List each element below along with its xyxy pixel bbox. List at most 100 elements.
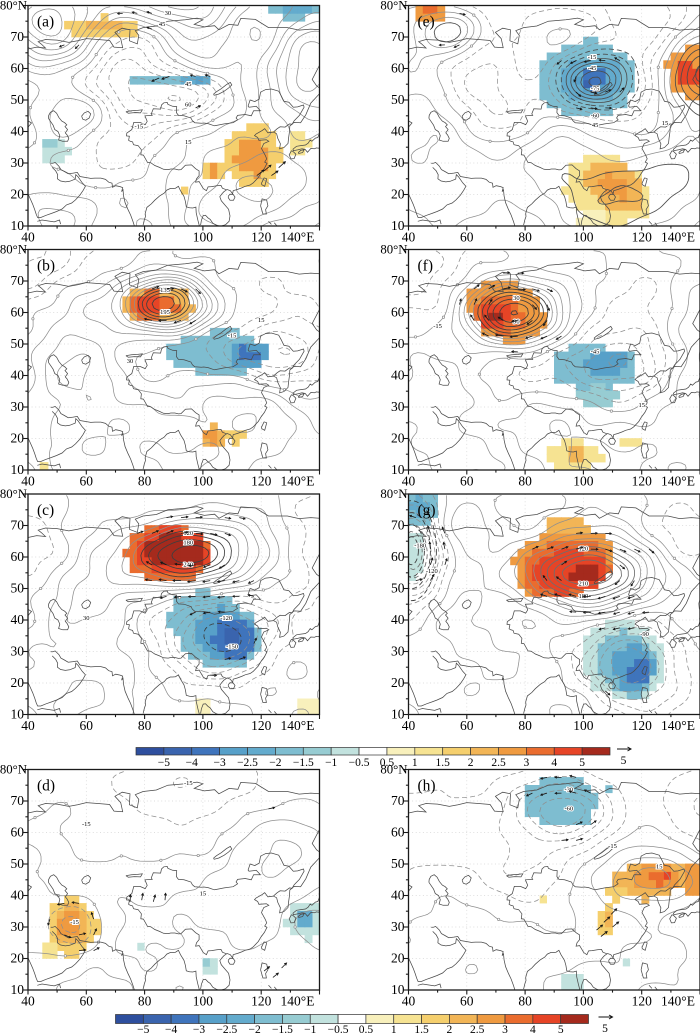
svg-text:−2: −2: [248, 1024, 260, 1034]
svg-text:−2: −2: [269, 757, 281, 769]
svg-text:4: 4: [551, 757, 557, 769]
svg-text:2.5: 2.5: [470, 1024, 485, 1034]
svg-text:(f): (f): [418, 258, 434, 275]
svg-text:-15: -15: [228, 333, 237, 340]
svg-text:120: 120: [183, 530, 193, 537]
svg-text:(e): (e): [418, 14, 435, 31]
svg-text:10: 10: [11, 707, 25, 722]
svg-text:60: 60: [11, 305, 25, 320]
svg-text:−4: −4: [186, 757, 198, 769]
svg-text:40: 40: [391, 888, 405, 903]
svg-text:−1.5: −1.5: [293, 757, 314, 769]
svg-text:40: 40: [391, 368, 405, 383]
svg-text:40: 40: [11, 124, 25, 139]
svg-text:60: 60: [391, 61, 405, 76]
svg-text:70: 70: [11, 273, 25, 288]
svg-text:30: 30: [11, 399, 25, 414]
svg-text:5: 5: [558, 1024, 564, 1034]
svg-text:50: 50: [11, 336, 25, 351]
svg-text:40: 40: [391, 612, 405, 627]
svg-text:45: 45: [159, 21, 166, 28]
svg-text:70: 70: [391, 518, 405, 533]
svg-text:60: 60: [391, 305, 405, 320]
svg-text:0.5: 0.5: [380, 757, 395, 769]
svg-text:80°N: 80°N: [0, 243, 27, 257]
svg-text:60: 60: [391, 825, 405, 840]
svg-text:2: 2: [468, 757, 474, 769]
svg-text:-15: -15: [588, 54, 597, 61]
svg-text:45: 45: [592, 122, 599, 129]
svg-text:-60: -60: [564, 806, 573, 813]
svg-text:135: 135: [160, 287, 170, 294]
svg-text:180: 180: [183, 539, 193, 546]
svg-text:140°E: 140°E: [281, 718, 315, 733]
svg-text:70: 70: [391, 793, 405, 808]
svg-text:80°N: 80°N: [380, 487, 407, 501]
svg-text:1.5: 1.5: [414, 1024, 429, 1034]
svg-text:2: 2: [447, 1024, 453, 1034]
svg-text:-120: -120: [426, 568, 438, 575]
svg-text:120: 120: [632, 474, 653, 489]
svg-text:80°N: 80°N: [0, 763, 27, 777]
svg-text:50: 50: [11, 581, 25, 596]
svg-text:240: 240: [183, 562, 193, 569]
svg-text:20: 20: [11, 951, 25, 966]
svg-text:80: 80: [518, 230, 532, 245]
svg-text:30: 30: [391, 919, 405, 934]
svg-text:60: 60: [11, 61, 25, 76]
svg-text:20: 20: [11, 675, 25, 690]
svg-text:-45: -45: [591, 348, 600, 355]
svg-text:1: 1: [391, 1024, 397, 1034]
svg-text:-15: -15: [70, 919, 79, 926]
svg-text:140°E: 140°E: [661, 230, 695, 245]
svg-text:40: 40: [402, 994, 416, 1009]
svg-text:60: 60: [460, 718, 474, 733]
svg-text:140°E: 140°E: [661, 474, 695, 489]
svg-text:−3: −3: [193, 1024, 205, 1034]
svg-text:−5: −5: [137, 1024, 149, 1034]
svg-text:10: 10: [391, 462, 405, 477]
svg-text:40: 40: [391, 124, 405, 139]
svg-text:60: 60: [80, 230, 94, 245]
svg-text:-180: -180: [414, 543, 426, 550]
svg-text:120: 120: [632, 994, 653, 1009]
svg-text:15: 15: [200, 891, 207, 898]
svg-text:5: 5: [602, 1023, 608, 1034]
svg-text:30: 30: [11, 919, 25, 934]
svg-text:-60: -60: [591, 112, 600, 119]
svg-text:−1.5: −1.5: [272, 1024, 293, 1034]
svg-text:-90: -90: [640, 631, 649, 638]
svg-text:−4: −4: [165, 1024, 177, 1034]
svg-text:40: 40: [21, 474, 35, 489]
svg-text:10: 10: [391, 707, 405, 722]
svg-text:20: 20: [391, 951, 405, 966]
svg-text:10: 10: [391, 218, 405, 233]
svg-text:30: 30: [391, 155, 405, 170]
svg-text:0.5: 0.5: [359, 1024, 374, 1034]
svg-text:-15: -15: [82, 821, 91, 828]
svg-text:40: 40: [402, 230, 416, 245]
svg-text:-150: -150: [226, 643, 238, 650]
svg-text:40: 40: [11, 888, 25, 903]
svg-text:120: 120: [251, 474, 272, 489]
svg-text:−0.5: −0.5: [349, 757, 370, 769]
svg-text:5: 5: [621, 755, 627, 767]
svg-text:15: 15: [638, 402, 645, 409]
svg-text:−1: −1: [304, 1024, 316, 1034]
svg-text:10: 10: [11, 218, 25, 233]
svg-text:−3: −3: [213, 757, 225, 769]
svg-text:−0.5: −0.5: [328, 1024, 349, 1034]
svg-text:-15: -15: [433, 323, 442, 330]
svg-text:120: 120: [251, 994, 272, 1009]
svg-text:40: 40: [402, 474, 416, 489]
svg-text:100: 100: [573, 474, 594, 489]
svg-text:60: 60: [80, 718, 94, 733]
svg-text:2.5: 2.5: [491, 757, 506, 769]
svg-text:−5: −5: [158, 757, 170, 769]
svg-text:20: 20: [391, 187, 405, 202]
svg-text:50: 50: [391, 856, 405, 871]
svg-text:70: 70: [11, 518, 25, 533]
svg-text:70: 70: [11, 793, 25, 808]
svg-text:−2.5: −2.5: [237, 757, 258, 769]
svg-text:60: 60: [460, 994, 474, 1009]
